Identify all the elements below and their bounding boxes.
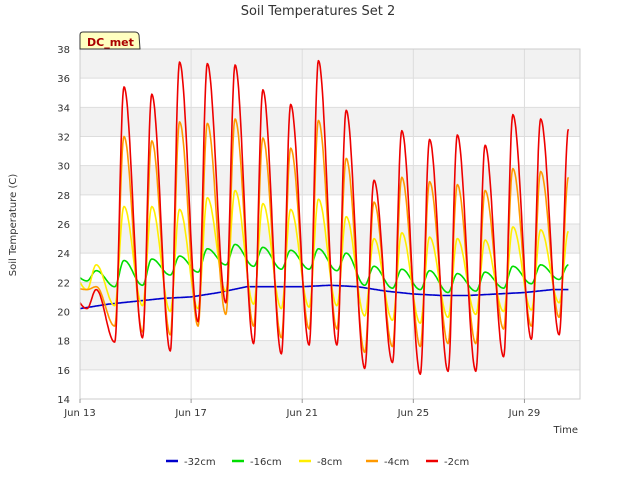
y-tick-label: 34 xyxy=(57,103,70,114)
legend-label: -8cm xyxy=(317,457,342,468)
y-tick-label: 38 xyxy=(57,45,70,56)
y-tick-label: 32 xyxy=(57,133,70,144)
y-tick-label: 14 xyxy=(57,395,70,406)
site-badge: DC_met xyxy=(79,31,141,50)
band-32 xyxy=(80,107,580,137)
series-line-minus-32cm xyxy=(79,284,569,310)
band-28 xyxy=(80,165,580,195)
band-30 xyxy=(80,136,580,166)
band-18 xyxy=(80,311,580,341)
site-badge-label: DC_met xyxy=(87,36,134,49)
x-tick-label: Jun 21 xyxy=(285,408,318,419)
band-14 xyxy=(80,369,580,399)
series-line-minus-8cm xyxy=(79,189,570,324)
y-tick-label: 20 xyxy=(57,308,70,319)
series-line-minus-2cm xyxy=(79,59,570,375)
x-tick-label: Jun 13 xyxy=(63,408,96,419)
y-tick-label: 18 xyxy=(57,337,70,348)
band-26 xyxy=(80,194,580,224)
band-36 xyxy=(80,49,580,79)
band-34 xyxy=(80,78,580,108)
legend-label: -4cm xyxy=(384,457,409,468)
y-tick-labels: 14 16 18 20 22 24 26 28 30 32 34 36 38 xyxy=(57,45,70,406)
x-tick-label: Jun 29 xyxy=(508,408,541,419)
legend-label: -16cm xyxy=(250,457,282,468)
series-lines xyxy=(79,59,570,375)
chart-title: Soil Temperatures Set 2 xyxy=(241,4,396,19)
legend-label: -2cm xyxy=(444,457,469,468)
y-tick-label: 22 xyxy=(57,278,70,289)
legend: -32cm -16cm -8cm -4cm -2cm xyxy=(166,457,469,468)
y-tick-label: 16 xyxy=(57,366,70,377)
x-tick-label: Jun 17 xyxy=(174,408,207,419)
x-tick-labels: Jun 13 Jun 17 Jun 21 Jun 25 Jun 29 xyxy=(63,399,540,419)
x-tick-label: Jun 25 xyxy=(397,408,430,419)
plot-frame xyxy=(79,48,581,400)
legend-label: -32cm xyxy=(184,457,216,468)
y-tick-label: 24 xyxy=(57,249,70,260)
y-tick-label: 30 xyxy=(57,162,70,173)
y-tick-label: 28 xyxy=(57,191,70,202)
y-tick-label: 36 xyxy=(57,74,70,85)
y-axis-label: Soil Temperature (C) xyxy=(8,174,19,277)
y-tick-label: 26 xyxy=(57,220,70,231)
band-16 xyxy=(80,340,580,370)
x-axis-label: Time xyxy=(553,425,578,436)
